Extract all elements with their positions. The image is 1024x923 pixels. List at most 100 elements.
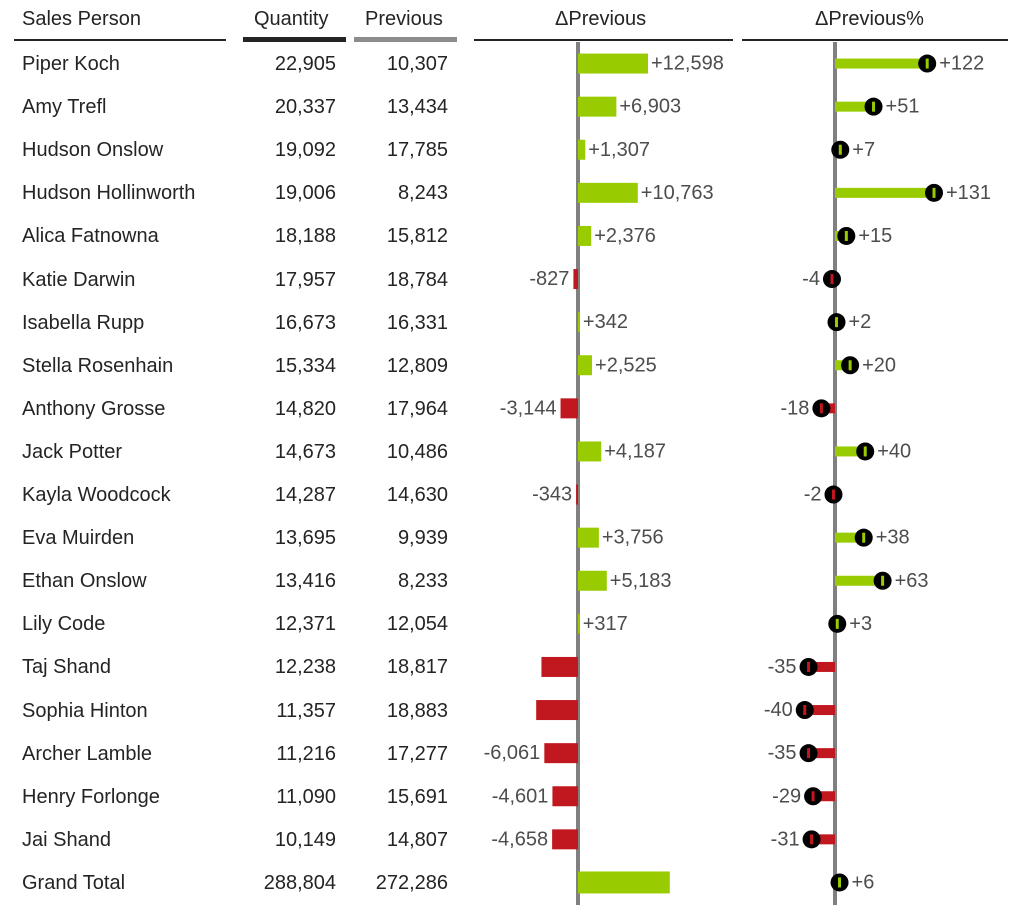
header-delta-previous[interactable]: ΔPrevious bbox=[555, 8, 647, 30]
previous-cell: 10,307 bbox=[386, 53, 448, 75]
delta-pct-stem bbox=[835, 446, 866, 457]
delta-bar bbox=[541, 656, 578, 677]
delta-data-label: -4,601 bbox=[492, 785, 549, 807]
table-row[interactable]: Taj Shand 12,238 18,817 bbox=[0, 646, 1024, 689]
delta-bar bbox=[552, 786, 578, 807]
delta-bar bbox=[544, 743, 578, 764]
previous-cell: 15,691 bbox=[386, 785, 448, 808]
header-underline-quantity bbox=[243, 37, 346, 42]
delta-pct-data-label: -31 bbox=[771, 828, 800, 850]
previous-cell: 14,807 bbox=[386, 828, 448, 851]
previous-cell: 8,243 bbox=[397, 182, 448, 205]
sales-person-cell: Eva Muirden bbox=[22, 527, 135, 550]
table-row[interactable]: Stella Rosenhain 15,334 12,809 bbox=[0, 345, 1024, 388]
delta-pct-data-label: -18 bbox=[780, 397, 809, 419]
sales-person-cell: Hudson Onslow bbox=[22, 139, 164, 162]
delta-data-label: -6,061 bbox=[484, 742, 541, 764]
previous-cell: 18,883 bbox=[386, 699, 448, 722]
delta-data-label: +1,307 bbox=[588, 139, 650, 161]
delta-pct-marker-core bbox=[835, 317, 839, 328]
table-row[interactable]: Archer Lamble 11,216 17,277 bbox=[0, 733, 1024, 776]
sales-person-cell: Grand Total bbox=[22, 871, 126, 894]
previous-cell: 14,630 bbox=[386, 484, 448, 506]
header-underline-previous bbox=[354, 37, 457, 42]
delta-pct-data-label: -4 bbox=[802, 268, 820, 290]
sales-person-cell: Sophia Hinton bbox=[22, 699, 148, 722]
delta-pct-marker-core bbox=[803, 705, 807, 716]
previous-cell: 8,233 bbox=[397, 570, 448, 593]
delta-pct-data-label: +122 bbox=[939, 53, 984, 75]
delta-bar bbox=[560, 398, 578, 419]
quantity-cell: 288,804 bbox=[263, 871, 336, 894]
delta-pct-data-label: +131 bbox=[946, 182, 991, 204]
header-delta-previous-pct[interactable]: ΔPrevious% bbox=[815, 8, 924, 30]
delta-pct-data-label: -40 bbox=[764, 699, 793, 721]
delta-bar bbox=[552, 829, 578, 850]
header-quantity[interactable]: Quantity bbox=[254, 8, 329, 30]
previous-cell: 12,054 bbox=[386, 613, 448, 636]
delta-bar bbox=[578, 441, 602, 462]
delta-bar bbox=[536, 700, 578, 721]
grand-total-row[interactable]: Grand Total 288,804 272,286 bbox=[0, 862, 1024, 905]
delta-pct-data-label: -2 bbox=[804, 484, 822, 506]
delta-pct-marker-core bbox=[862, 532, 866, 543]
table-row[interactable]: Hudson Onslow 19,092 17,785 bbox=[0, 129, 1024, 172]
delta-pct-marker-core bbox=[863, 446, 867, 457]
header-underline-delta bbox=[474, 39, 733, 41]
sales-person-cell: Katie Darwin bbox=[22, 268, 136, 291]
delta-bar bbox=[576, 484, 578, 505]
table-row[interactable]: Katie Darwin 17,957 18,784 bbox=[0, 259, 1024, 302]
table-row[interactable]: Piper Koch 22,905 10,307 bbox=[0, 43, 1024, 86]
delta-pct-marker-core bbox=[848, 360, 852, 371]
delta-data-label: +12,598 bbox=[651, 53, 724, 75]
quantity-cell: 14,287 bbox=[274, 484, 336, 506]
quantity-cell: 11,090 bbox=[276, 785, 336, 808]
previous-cell: 15,812 bbox=[386, 225, 448, 248]
delta-data-label: -827 bbox=[529, 268, 569, 290]
quantity-cell: 13,416 bbox=[274, 570, 336, 593]
previous-cell: 13,434 bbox=[386, 96, 448, 119]
delta-pct-stem bbox=[835, 575, 883, 586]
table-row[interactable]: Sophia Hinton 11,357 18,883 bbox=[0, 690, 1024, 733]
delta-data-label: +3,756 bbox=[602, 527, 664, 549]
sales-person-cell: Isabella Rupp bbox=[22, 311, 145, 334]
quantity-cell: 19,092 bbox=[274, 139, 336, 162]
quantity-cell: 15,334 bbox=[274, 354, 336, 377]
delta-data-label: +2,376 bbox=[594, 225, 656, 247]
table-row[interactable]: Eva Muirden 13,695 9,939 bbox=[0, 517, 1024, 560]
quantity-cell: 11,216 bbox=[276, 742, 336, 765]
table-row[interactable]: Kayla Woodcock 14,287 14,630 bbox=[0, 474, 1024, 517]
previous-cell: 16,331 bbox=[386, 311, 448, 334]
previous-cell: 18,817 bbox=[386, 656, 448, 679]
table-row[interactable]: Amy Trefl 20,337 13,434 bbox=[0, 86, 1024, 129]
table-row[interactable]: Ethan Onslow 13,416 8,233 bbox=[0, 560, 1024, 603]
table-row[interactable]: Henry Forlonge 11,090 15,691 bbox=[0, 776, 1024, 819]
delta-pct-marker-core bbox=[838, 144, 842, 155]
delta-data-label: +317 bbox=[583, 613, 628, 635]
delta-pct-marker-core bbox=[807, 661, 811, 672]
previous-cell: 17,277 bbox=[386, 742, 448, 765]
table-row[interactable]: Anthony Grosse 14,820 17,964 bbox=[0, 388, 1024, 431]
delta-pct-stem bbox=[804, 705, 835, 716]
table-row[interactable]: Alica Fatnowna 18,188 15,812 bbox=[0, 215, 1024, 258]
quantity-cell: 13,695 bbox=[274, 527, 336, 550]
delta-bar bbox=[578, 96, 617, 117]
delta-bars: +12,598 +6,903 +1,307 +10,763 +2,376 -827 +342… bbox=[484, 53, 724, 894]
header-previous[interactable]: Previous bbox=[365, 8, 443, 30]
sales-person-cell: Kayla Woodcock bbox=[22, 484, 171, 506]
delta-pct-stem bbox=[808, 748, 835, 759]
table-row[interactable]: Hudson Hollinworth 19,006 8,243 bbox=[0, 172, 1024, 215]
delta-pct-marker-core bbox=[819, 403, 823, 414]
delta-bar bbox=[578, 182, 638, 203]
table-row[interactable]: Lily Code 12,371 12,054 bbox=[0, 603, 1024, 646]
delta-pct-data-label: -29 bbox=[772, 785, 801, 807]
header-sales-person[interactable]: Sales Person bbox=[22, 8, 141, 30]
previous-cell: 17,964 bbox=[386, 397, 448, 420]
table-row[interactable]: Jai Shand 10,149 14,807 bbox=[0, 819, 1024, 862]
delta-pct-marker-core bbox=[925, 58, 929, 69]
table-row[interactable]: Jack Potter 14,673 10,486 bbox=[0, 431, 1024, 474]
table-row[interactable]: Isabella Rupp 16,673 16,331 bbox=[0, 302, 1024, 345]
quantity-cell: 22,905 bbox=[274, 53, 336, 75]
delta-bar bbox=[578, 355, 593, 376]
